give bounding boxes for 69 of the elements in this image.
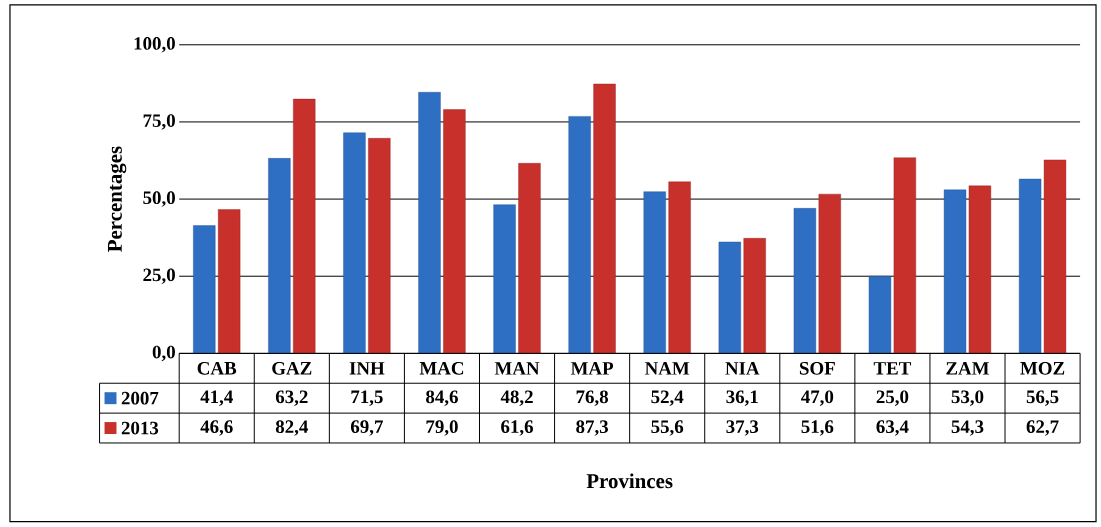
- bar: [443, 109, 466, 354]
- data-label: 47,0: [801, 390, 834, 407]
- data-label: 84,6: [426, 390, 458, 407]
- bar: [293, 99, 316, 354]
- bar: [343, 132, 366, 354]
- x-tick-label: ZAM: [946, 362, 989, 375]
- x-tick-label: MAC: [419, 362, 464, 375]
- bar: [1018, 179, 1042, 354]
- x-tick-label: INH: [349, 362, 385, 375]
- bar: [943, 189, 967, 354]
- data-label: 54,3: [951, 420, 984, 436]
- data-label: 36,1: [726, 390, 758, 407]
- data-label: 48,2: [500, 390, 533, 407]
- legend-label: 2007: [121, 392, 159, 405]
- x-tick-label: CAB: [197, 362, 237, 375]
- bar: [893, 157, 916, 354]
- data-label: 79,0: [426, 420, 458, 436]
- data-label: 46,6: [200, 420, 233, 436]
- bar: [718, 241, 741, 354]
- bar: [793, 208, 817, 354]
- y-tick-label: 25,0: [143, 268, 175, 285]
- data-label: 56,5: [1026, 390, 1059, 407]
- bar: [868, 276, 892, 354]
- bar: [368, 138, 391, 354]
- bar: [743, 238, 766, 354]
- bar: [968, 185, 992, 354]
- x-tick-label: MOZ: [1020, 362, 1065, 375]
- bar: [1043, 159, 1067, 354]
- data-label: 55,6: [651, 420, 684, 436]
- y-tick-label: 50,0: [143, 191, 175, 208]
- x-tick-label: TET: [873, 362, 912, 375]
- data-label: 37,3: [726, 420, 759, 436]
- x-tick-label: MAN: [494, 362, 540, 375]
- x-tick-label: NIA: [725, 362, 760, 375]
- y-tick-label: 100,0: [134, 37, 175, 53]
- bar: [818, 194, 841, 354]
- bar: [193, 225, 216, 354]
- legend-label: 2013: [121, 421, 159, 435]
- data-label: 53,0: [951, 390, 984, 407]
- bar: [418, 92, 441, 354]
- bar: [518, 163, 541, 354]
- data-label: 51,6: [801, 420, 834, 436]
- bar: [593, 83, 616, 354]
- data-label: 25,0: [876, 390, 909, 407]
- x-axis-title: Provinces: [586, 473, 673, 489]
- x-tick-label: MAP: [570, 362, 614, 375]
- bar: [268, 158, 291, 354]
- data-label: 63,4: [876, 420, 909, 436]
- data-label: 61,6: [501, 420, 534, 436]
- data-label: 76,8: [576, 390, 609, 407]
- bar: [568, 116, 591, 354]
- bar: [218, 209, 241, 354]
- data-label: 41,4: [200, 390, 233, 407]
- bar: [493, 204, 516, 354]
- bar: [643, 191, 666, 354]
- bar: [668, 181, 691, 354]
- data-label: 52,4: [651, 390, 684, 407]
- y-tick-label: 0,0: [152, 345, 175, 362]
- data-label: 62,7: [1026, 420, 1059, 436]
- y-tick-label: 75,0: [143, 114, 175, 130]
- data-label: 63,2: [275, 390, 308, 407]
- data-label: 82,4: [275, 420, 308, 436]
- data-label: 69,7: [350, 420, 383, 436]
- y-axis-title: Percentages: [107, 146, 127, 253]
- data-label: 71,5: [351, 390, 383, 407]
- x-tick-label: SOF: [799, 362, 835, 375]
- x-tick-label: NAM: [644, 362, 690, 375]
- x-tick-label: GAZ: [272, 362, 312, 375]
- data-label: 87,3: [576, 420, 609, 436]
